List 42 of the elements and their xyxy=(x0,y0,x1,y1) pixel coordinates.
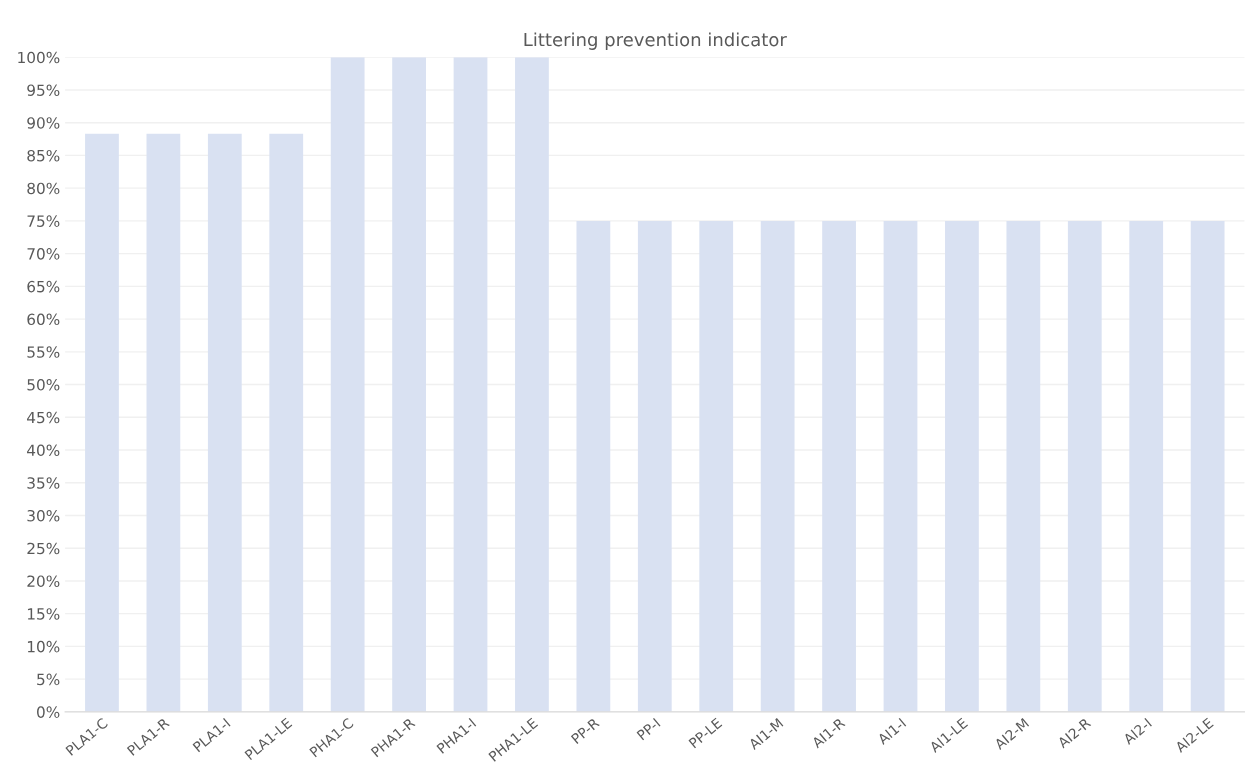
bar xyxy=(945,220,979,712)
y-tick-label: 25% xyxy=(27,542,60,555)
bar xyxy=(699,220,734,712)
bar xyxy=(269,133,304,712)
y-tick-label: 95% xyxy=(27,84,60,96)
bar xyxy=(760,220,795,712)
bar xyxy=(207,133,242,712)
chart-title: Littering prevention indicator xyxy=(524,32,787,50)
bar xyxy=(85,133,119,712)
y-tick-label: 80% xyxy=(27,182,60,195)
y-tick-label: 50% xyxy=(27,379,60,391)
y-tick-label: 30% xyxy=(27,509,60,522)
y-tick-label: 40% xyxy=(27,444,60,457)
bar xyxy=(515,57,549,712)
y-tick-label: 90% xyxy=(27,117,60,129)
bar xyxy=(1129,220,1164,712)
y-tick-label: 5% xyxy=(37,673,60,686)
y-tick-label: 85% xyxy=(27,149,60,162)
bar xyxy=(146,133,181,712)
bar xyxy=(330,57,365,712)
y-tick-label: 45% xyxy=(27,411,60,424)
bar xyxy=(392,57,426,712)
y-tick-label: 15% xyxy=(27,608,60,620)
y-tick-label: 75% xyxy=(27,215,60,227)
bar xyxy=(637,220,672,712)
y-tick-label: 65% xyxy=(27,280,60,293)
y-tick-label: 35% xyxy=(27,477,60,489)
bar xyxy=(453,57,488,712)
y-tick-label: 60% xyxy=(27,313,60,326)
y-tick-label: 70% xyxy=(27,248,60,260)
bar xyxy=(1067,220,1102,712)
y-tick-label: 55% xyxy=(27,346,60,358)
bar xyxy=(822,220,856,712)
bar xyxy=(883,220,918,712)
y-tick-label: 20% xyxy=(27,575,60,587)
bar xyxy=(1006,220,1041,712)
y-tick-label: 10% xyxy=(27,640,60,653)
y-tick-label: 0% xyxy=(37,706,60,718)
y-tick-label: 100% xyxy=(18,51,60,64)
bar xyxy=(576,220,611,712)
x-tick-label: PP-I xyxy=(636,717,661,741)
bar xyxy=(1190,220,1225,712)
